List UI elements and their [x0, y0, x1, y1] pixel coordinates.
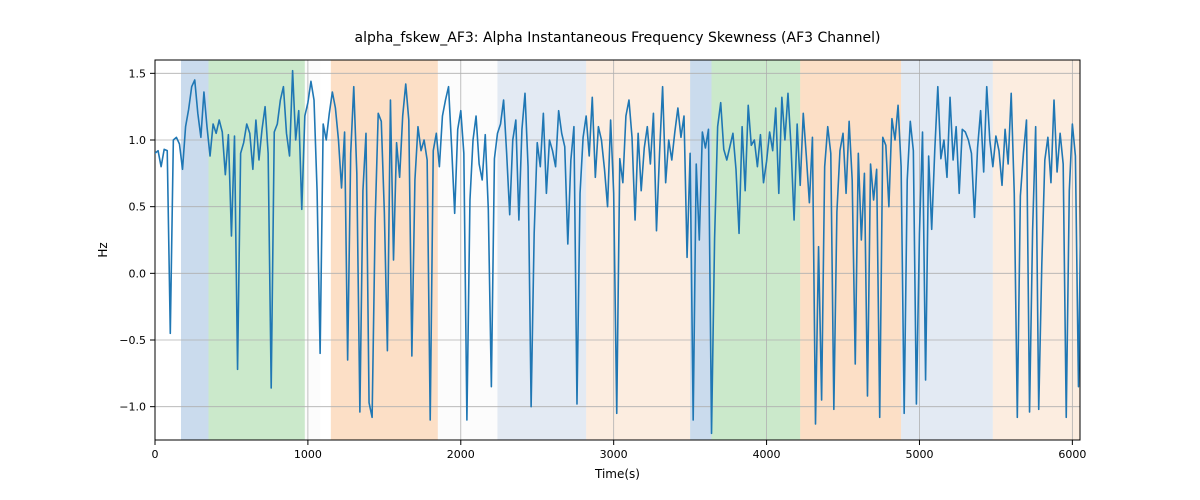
x-tick-label: 3000 [600, 448, 628, 461]
chart-container: 0 1000 2000 3000 4000 5000 6000 −1.0 −0.5 0.0 0.5 1… [0, 0, 1200, 500]
y-tick-label: −0.5 [119, 334, 146, 347]
region-5 [497, 60, 586, 440]
y-tick-label: −1.0 [119, 401, 146, 414]
x-tick-label: 2000 [447, 448, 475, 461]
region-6 [586, 60, 690, 440]
x-axis-label: Time(s) [594, 467, 640, 481]
x-tick-label: 6000 [1058, 448, 1086, 461]
y-axis-label: Hz [96, 242, 110, 257]
x-tick-label: 0 [152, 448, 159, 461]
x-tick-label: 5000 [905, 448, 933, 461]
x-tick-label: 1000 [294, 448, 322, 461]
y-tick-label: 1.5 [129, 67, 147, 80]
y-tick-label: 1.0 [129, 134, 147, 147]
x-tick-label: 4000 [753, 448, 781, 461]
y-tick-label: 0.5 [129, 201, 147, 214]
y-tick-label: 0.0 [129, 267, 147, 280]
region-0 [181, 60, 209, 440]
chart-svg: 0 1000 2000 3000 4000 5000 6000 −1.0 −0.5 0.0 0.5 1… [0, 0, 1200, 500]
chart-title: alpha_fskew_AF3: Alpha Instantaneous Fre… [355, 30, 881, 46]
